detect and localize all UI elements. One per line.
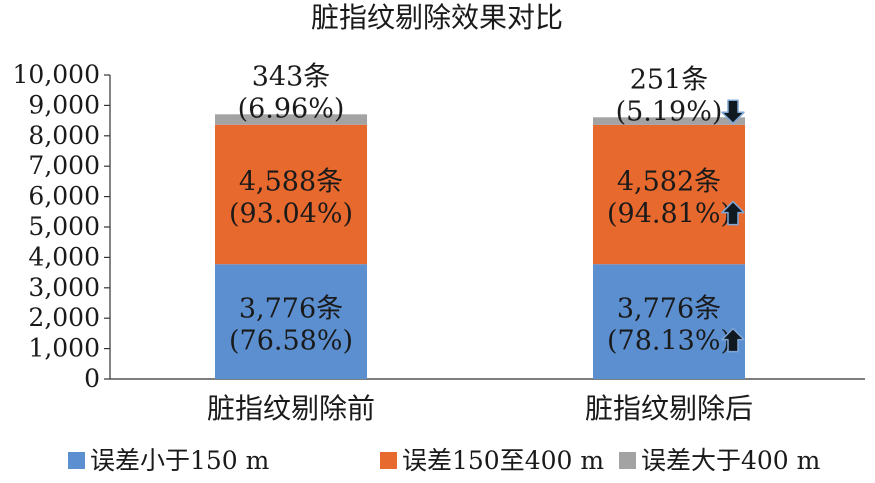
y-tick-label: 8,000 (28, 121, 100, 150)
bar-segment (593, 124, 745, 265)
arrow-up-icon (721, 327, 745, 353)
bar-segment (593, 264, 745, 379)
data-label-count: 4,588条 (239, 166, 343, 197)
data-label-percent: (94.81%) (607, 199, 731, 230)
y-tick-label: 4,000 (28, 242, 100, 271)
data-label-percent: (6.96%) (238, 93, 345, 124)
bars (215, 114, 745, 379)
legend-label: 误差小于150 m (90, 446, 270, 475)
data-label-percent: (93.04%) (229, 198, 353, 229)
bar-segment (593, 117, 745, 125)
legend-swatch (380, 452, 397, 469)
data-label-count: 4,582条 (617, 167, 721, 198)
bar-segment (215, 124, 367, 265)
y-tick-label: 0 (84, 364, 100, 393)
legend-label: 误差150至400 m (402, 446, 604, 475)
y-tick-label: 3,000 (28, 273, 100, 302)
legend-swatch (68, 452, 85, 469)
y-tick-label: 5,000 (28, 212, 100, 241)
data-label-count: 3,776条 (239, 294, 343, 325)
data-label-percent: (76.58%) (229, 326, 353, 357)
data-label-percent: (5.19%) (616, 96, 723, 127)
data-label-count: 251条 (630, 64, 709, 95)
y-tick-label: 6,000 (28, 182, 100, 211)
y-tick-label: 7,000 (28, 151, 100, 180)
y-tick-label: 2,000 (28, 303, 100, 332)
axes: 01,0002,0003,0004,0005,0006,0007,0008,00… (13, 60, 865, 425)
data-label-count: 3,776条 (617, 294, 721, 325)
x-category-label: 脏指纹剔除前 (207, 392, 375, 425)
data-label-count: 343条 (252, 61, 331, 92)
bar-segment (215, 114, 367, 125)
y-tick-label: 10,000 (13, 60, 100, 89)
legend: 误差小于150 m 误差150至400 m 误差大于400 m (68, 446, 821, 475)
arrow-up-icon (721, 200, 745, 226)
data-labels: 3,776条(76.58%)4,588条(93.04%)343条(6.96%)3… (229, 61, 745, 357)
arrow-down-icon (721, 99, 745, 125)
data-label-percent: (78.13%) (607, 326, 731, 357)
y-tick-label: 1,000 (28, 334, 100, 363)
bar-segment (215, 264, 367, 379)
legend-label: 误差大于400 m (641, 446, 821, 475)
legend-swatch (619, 452, 636, 469)
x-category-label: 脏指纹剔除后 (585, 392, 753, 425)
y-tick-label: 9,000 (28, 90, 100, 119)
chart-title: 脏指纹剔除效果对比 (311, 1, 563, 34)
